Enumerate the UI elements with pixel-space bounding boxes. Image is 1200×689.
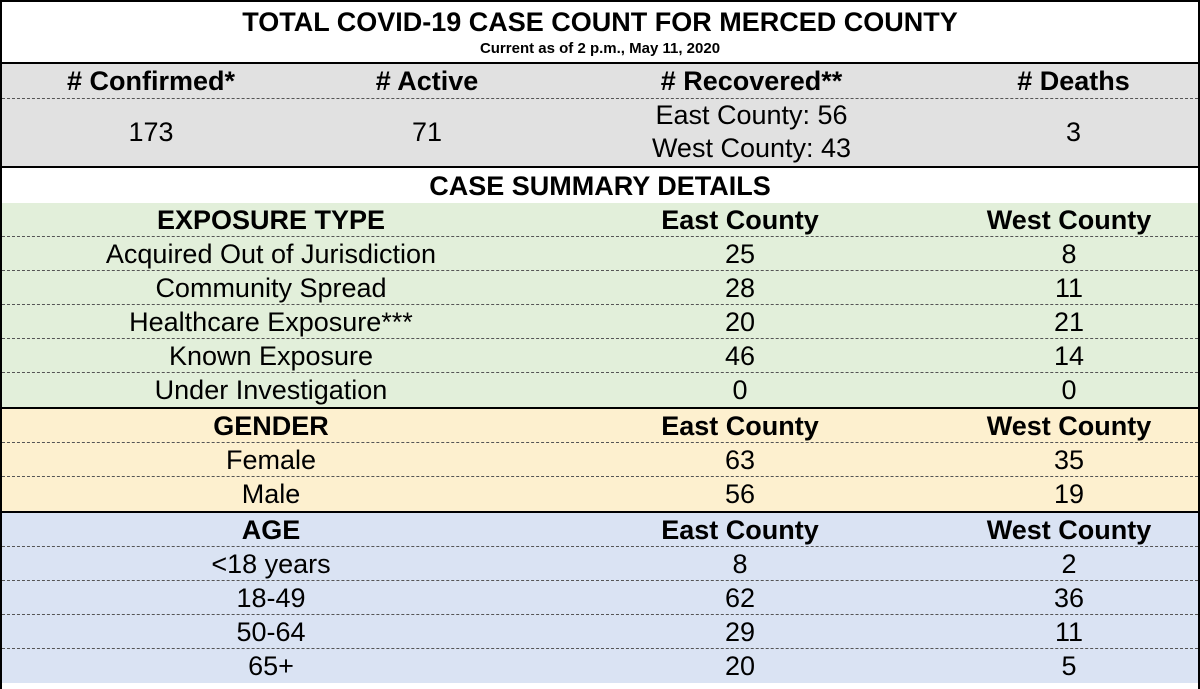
- east-county-value: 25: [724, 239, 756, 269]
- row-label: Known Exposure: [168, 341, 374, 371]
- active-value: 71: [411, 116, 443, 147]
- totals-section: # Confirmed* # Active # Recovered** # De…: [2, 64, 1198, 168]
- west-county-header: West County: [986, 515, 1152, 545]
- summary-title: CASE SUMMARY DETAILS: [2, 168, 1198, 203]
- age-section: AGE East County West County <18 years 8 …: [2, 513, 1198, 683]
- west-county-value: 2: [1061, 549, 1077, 579]
- table-row: Healthcare Exposure*** 20 21: [2, 305, 1198, 339]
- row-label: Male: [241, 479, 301, 509]
- east-county-value: 20: [724, 307, 756, 337]
- east-county-value: 46: [724, 341, 756, 371]
- recovered-west-value: West County: 43: [651, 133, 852, 163]
- gender-header-row: GENDER East County West County: [2, 409, 1198, 443]
- exposure-type-header: EXPOSURE TYPE: [156, 205, 386, 235]
- exposure-header-row: EXPOSURE TYPE East County West County: [2, 203, 1198, 237]
- east-county-value: 0: [732, 375, 748, 405]
- recovered-header: # Recovered**: [660, 66, 843, 96]
- gender-section: GENDER East County West County Female 63…: [2, 409, 1198, 513]
- row-label: Community Spread: [155, 273, 387, 303]
- table-row: Acquired Out of Jurisdiction 25 8: [2, 237, 1198, 271]
- active-header: # Active: [375, 66, 479, 96]
- east-county-value: 62: [724, 583, 756, 613]
- row-label: <18 years: [211, 549, 331, 579]
- page-title: TOTAL COVID-19 CASE COUNT FOR MERCED COU…: [242, 7, 958, 37]
- row-label: Healthcare Exposure***: [129, 307, 413, 337]
- table-row: Community Spread 28 11: [2, 271, 1198, 305]
- west-county-value: 0: [1061, 375, 1077, 405]
- east-county-value: 63: [724, 445, 756, 475]
- east-county-value: 28: [724, 273, 756, 303]
- east-county-value: 56: [724, 479, 756, 509]
- west-county-value: 14: [1053, 341, 1085, 371]
- east-county-value: 29: [724, 617, 756, 647]
- table-row: 18-49 62 36: [2, 581, 1198, 615]
- east-county-header: East County: [661, 205, 819, 235]
- table-row: Female 63 35: [2, 443, 1198, 477]
- totals-header-row: # Confirmed* # Active # Recovered** # De…: [2, 64, 1198, 99]
- recovered-values: East County: 56 West County: 43: [554, 99, 949, 165]
- row-label: Female: [225, 445, 317, 475]
- exposure-section: EXPOSURE TYPE East County West County Ac…: [2, 203, 1198, 409]
- west-county-value: 21: [1053, 307, 1085, 337]
- row-label: Under Investigation: [154, 375, 388, 405]
- west-county-value: 19: [1053, 479, 1085, 509]
- west-county-header: West County: [986, 411, 1152, 441]
- age-header: AGE: [241, 515, 301, 545]
- deaths-header: # Deaths: [1017, 66, 1130, 96]
- east-county-value: 8: [732, 549, 748, 579]
- table-row: Under Investigation 0 0: [2, 373, 1198, 407]
- east-county-header: East County: [661, 411, 819, 441]
- west-county-value: 8: [1061, 239, 1077, 269]
- confirmed-value: 173: [128, 116, 174, 147]
- west-county-value: 11: [1054, 617, 1084, 647]
- gender-header: GENDER: [213, 411, 329, 441]
- totals-value-row: 173 71 East County: 56 West County: 43 3: [2, 99, 1198, 165]
- title-block: TOTAL COVID-19 CASE COUNT FOR MERCED COU…: [2, 2, 1198, 64]
- deaths-value: 3: [1065, 116, 1082, 147]
- east-county-value: 20: [724, 651, 756, 681]
- west-county-value: 36: [1053, 583, 1085, 613]
- page-subtitle: Current as of 2 p.m., May 11, 2020: [479, 40, 721, 57]
- age-header-row: AGE East County West County: [2, 513, 1198, 547]
- recovered-east-value: East County: 56: [655, 100, 848, 130]
- east-county-header: East County: [661, 515, 819, 545]
- table-row: 65+ 20 5: [2, 649, 1198, 683]
- row-label: 65+: [248, 651, 294, 681]
- table-row: 50-64 29 11: [2, 615, 1198, 649]
- west-county-value: 11: [1054, 273, 1084, 303]
- row-label: 50-64: [236, 617, 306, 647]
- west-county-value: 35: [1053, 445, 1085, 475]
- west-county-value: 5: [1061, 651, 1077, 681]
- table-row: Male 56 19: [2, 477, 1198, 511]
- table-row: <18 years 8 2: [2, 547, 1198, 581]
- table-row: Known Exposure 46 14: [2, 339, 1198, 373]
- row-label: 18-49: [236, 583, 306, 613]
- row-label: Acquired Out of Jurisdiction: [105, 239, 437, 269]
- confirmed-header: # Confirmed*: [66, 66, 236, 96]
- west-county-header: West County: [986, 205, 1152, 235]
